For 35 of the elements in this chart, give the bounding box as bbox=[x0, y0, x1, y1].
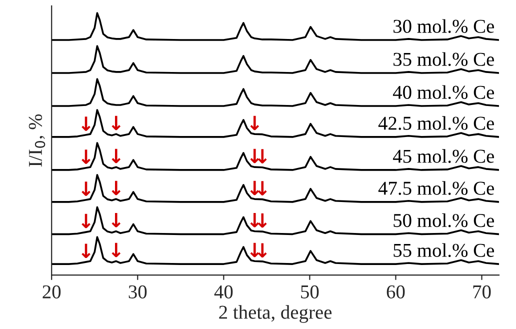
x-tick-label: 20 bbox=[42, 285, 61, 298]
series-label: 55 mol.% Ce bbox=[394, 243, 494, 258]
annotation: ↓ bbox=[250, 116, 260, 130]
annotation: ↓ bbox=[82, 244, 90, 258]
series-label: 47.5 mol.% Ce bbox=[378, 181, 494, 195]
annotation: ↓ bbox=[112, 242, 121, 258]
x-axis-title: 2 theta, degree bbox=[219, 305, 332, 323]
annotation: ↓ bbox=[258, 213, 267, 228]
x-tick-label: 30 bbox=[128, 285, 147, 298]
annotation: ↓ bbox=[112, 213, 121, 228]
annotation: ↓ bbox=[258, 149, 267, 164]
annotation: ↓ bbox=[250, 148, 260, 164]
x-tick-label: 60 bbox=[386, 285, 405, 298]
annotation: ↓ bbox=[258, 243, 267, 258]
annotation: ↓ bbox=[82, 214, 90, 228]
annotation: ↓ bbox=[258, 181, 267, 196]
x-tick-label: 70 bbox=[473, 285, 491, 298]
annotation: ↓ bbox=[112, 116, 121, 130]
x-tick-label: 50 bbox=[301, 285, 319, 298]
series-label: 42.5 mol.% Ce bbox=[378, 116, 494, 130]
annotation: ↓ bbox=[82, 182, 90, 196]
series-label: 30 mol.% Ce bbox=[394, 19, 494, 33]
y-axis-title: I/I$_{0}$, % bbox=[28, 114, 46, 167]
annotation: ↓ bbox=[250, 242, 260, 258]
x-tick-label: 40 bbox=[214, 285, 233, 298]
annotation: ↓ bbox=[250, 213, 260, 228]
series-label: 40 mol.% Ce bbox=[392, 85, 494, 100]
series-label: 45 mol.% Ce bbox=[392, 149, 494, 163]
annotation: ↓ bbox=[112, 180, 121, 196]
annotation: ↓ bbox=[82, 116, 90, 131]
annotation: ↓ bbox=[82, 150, 90, 164]
annotation: ↓ bbox=[112, 148, 121, 164]
series-label: 50 mol.% Ce bbox=[394, 213, 494, 228]
annotation: ↓ bbox=[250, 180, 260, 196]
series-label: 35 mol.% Ce bbox=[394, 52, 494, 66]
